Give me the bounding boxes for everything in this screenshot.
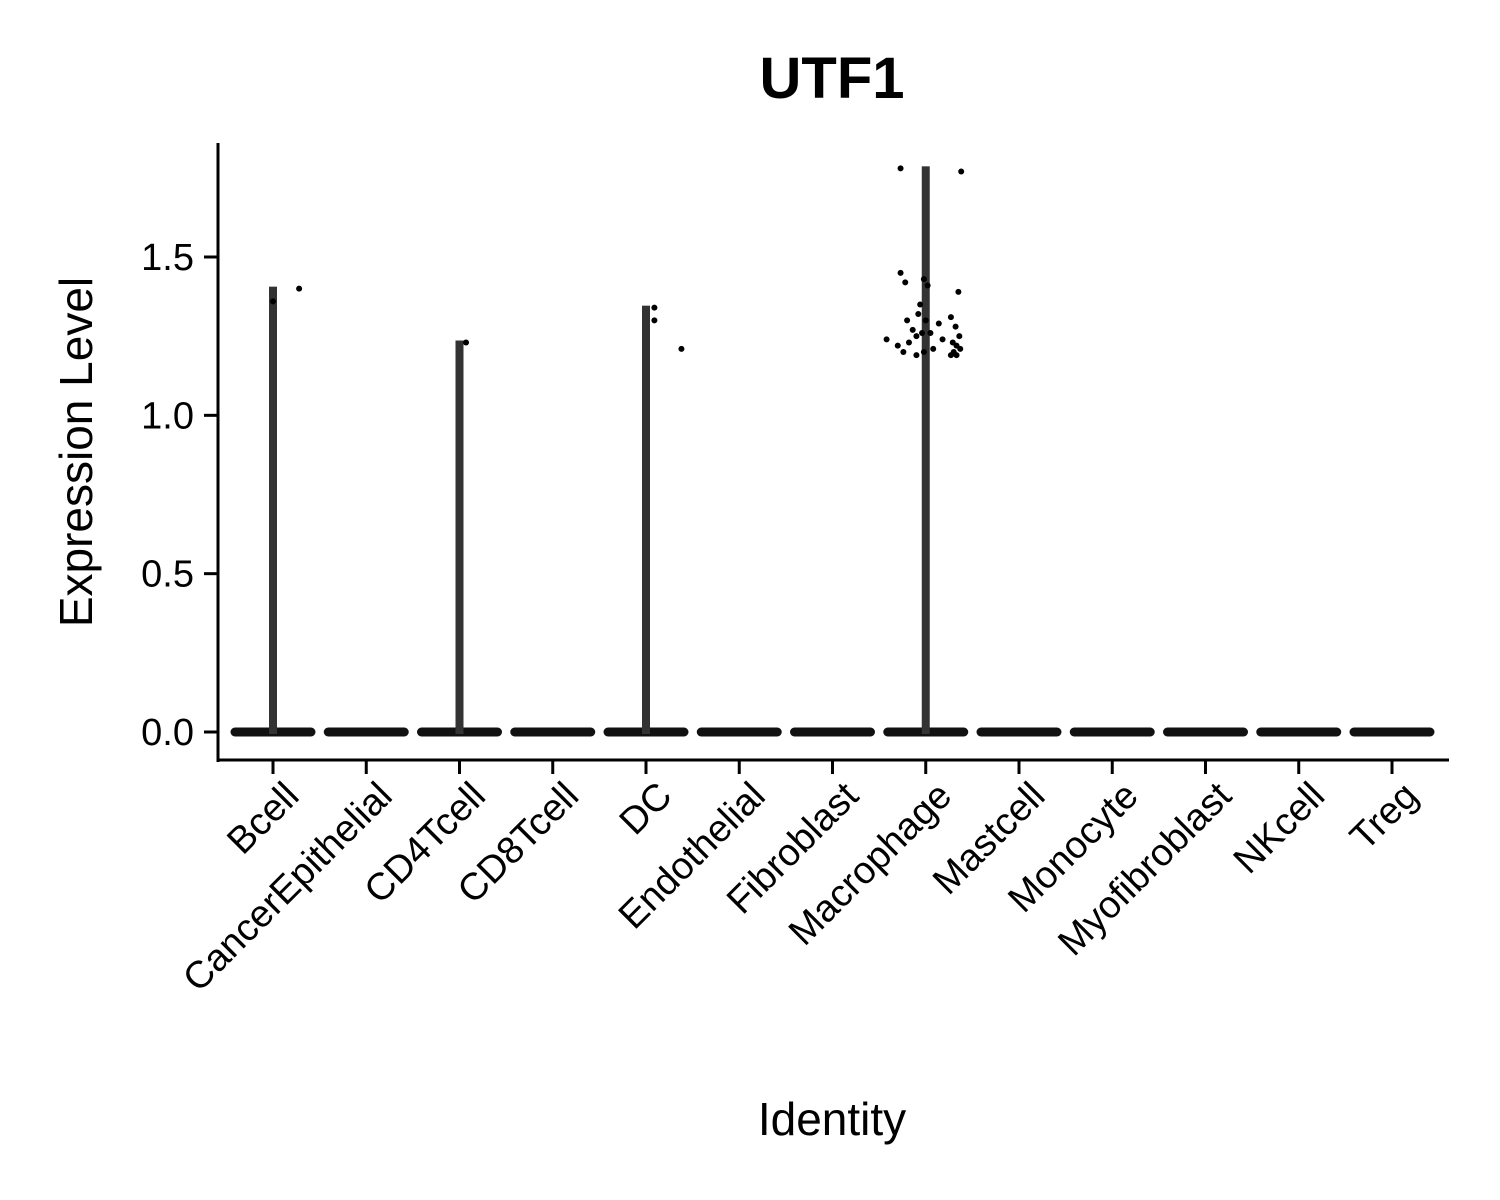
data-point [939, 336, 946, 343]
data-point [930, 345, 937, 352]
data-point [922, 317, 929, 324]
data-point [913, 352, 920, 359]
x-axis-title: Identity [758, 1093, 906, 1145]
data-point [902, 279, 909, 286]
data-point [270, 298, 276, 305]
data-point [957, 345, 964, 352]
data-point [894, 342, 901, 349]
data-point [883, 336, 890, 343]
data-point [935, 320, 942, 327]
y-tick-label-0: 0.0 [141, 712, 194, 754]
data-point [897, 165, 904, 172]
data-point [947, 352, 954, 359]
y-tick-label-2: 1.0 [141, 395, 194, 437]
violin-bcell [269, 286, 277, 734]
data-point [919, 330, 926, 336]
data-point [909, 326, 916, 333]
violin-dc [642, 305, 650, 734]
data-point [920, 276, 927, 283]
data-point [955, 288, 962, 295]
violin-macrophage [921, 166, 930, 735]
axes [216, 143, 1449, 762]
chart-title: UTF1 [760, 46, 905, 111]
y-tick-label-3: 1.5 [141, 237, 194, 279]
data-point [953, 352, 960, 359]
data-point [651, 317, 658, 324]
data-point [296, 285, 303, 292]
data-point [958, 168, 965, 175]
y-ticks: 0.0 0.5 1.0 1.5 [141, 237, 218, 754]
data-point [904, 317, 911, 324]
data-point [463, 339, 470, 346]
data-point [924, 282, 931, 289]
data-point [678, 345, 685, 352]
x-tick-label-dc: DC [612, 775, 681, 844]
x-tick-label-treg: Treg [1342, 775, 1426, 859]
data-point [956, 333, 963, 340]
x-tick-label-bcell: Bcell [219, 775, 307, 863]
y-axis-title: Expression Level [50, 277, 102, 627]
jitter-points [270, 165, 965, 359]
y-tick-label-1: 0.5 [141, 554, 194, 596]
data-point [952, 323, 959, 330]
data-point [920, 349, 927, 355]
violin-cd4tcell [455, 340, 464, 734]
data-point [927, 330, 934, 336]
x-tick-label-nkcell: NKcell [1226, 775, 1333, 882]
data-point [947, 314, 954, 321]
plot-area [230, 166, 1435, 737]
data-point [897, 269, 904, 276]
data-point [915, 311, 922, 317]
data-point [913, 333, 920, 340]
data-point [917, 301, 924, 308]
data-point [900, 349, 907, 355]
data-point [905, 339, 912, 346]
data-point [651, 304, 658, 311]
